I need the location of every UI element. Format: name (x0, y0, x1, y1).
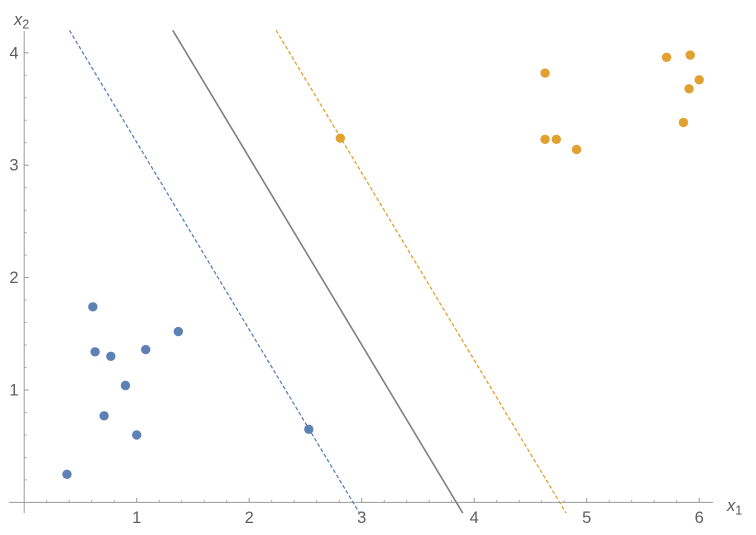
orange-margin-line (275, 29, 567, 514)
data-point-class-blue (120, 380, 131, 391)
data-point-class-blue (141, 344, 151, 355)
axes-layer: 1 2 3 4 5 6 1 2 3 4 (9, 31, 713, 527)
x-axis-label: x1 (726, 497, 742, 518)
x-tick-label: 6 (695, 509, 704, 527)
data-point-class-blue (173, 326, 184, 337)
x-tick-label: 3 (357, 509, 366, 527)
data-point-class-blue (132, 430, 142, 440)
data-point-class-orange (678, 117, 689, 128)
lines-layer (68, 29, 567, 514)
data-point-class-orange (684, 84, 694, 94)
data-point-class-blue (99, 411, 109, 421)
y-axis-label: x2 (13, 11, 29, 32)
data-point-class-orange (571, 144, 582, 155)
data-point-class-blue (62, 469, 72, 479)
data-point-class-blue (304, 424, 314, 435)
data-point-class-orange (335, 133, 346, 143)
y-tick-label: 1 (9, 382, 18, 400)
data-point-class-orange (685, 50, 695, 60)
data-point-class-orange (540, 134, 550, 145)
data-point-class-blue (88, 302, 98, 312)
data-point-class-orange (661, 52, 672, 62)
x-tick-label: 4 (470, 509, 479, 527)
data-point-class-orange (540, 68, 550, 78)
x-tick-label: 5 (582, 509, 591, 527)
blue-margin-line (68, 29, 361, 514)
y-tick-label: 3 (9, 157, 18, 175)
data-point-class-orange (694, 75, 704, 85)
axis-labels-layer: x1 x2 (13, 11, 742, 518)
y-tick-label: 4 (9, 44, 18, 62)
decision-boundary-line (172, 29, 464, 514)
data-point-class-blue (106, 351, 116, 361)
points-layer (62, 50, 704, 479)
data-point-class-orange (551, 134, 562, 145)
x-tick-label: 1 (132, 509, 141, 527)
y-tick-label: 2 (9, 269, 18, 287)
x-tick-label: 2 (245, 509, 254, 527)
data-point-class-blue (90, 347, 100, 357)
